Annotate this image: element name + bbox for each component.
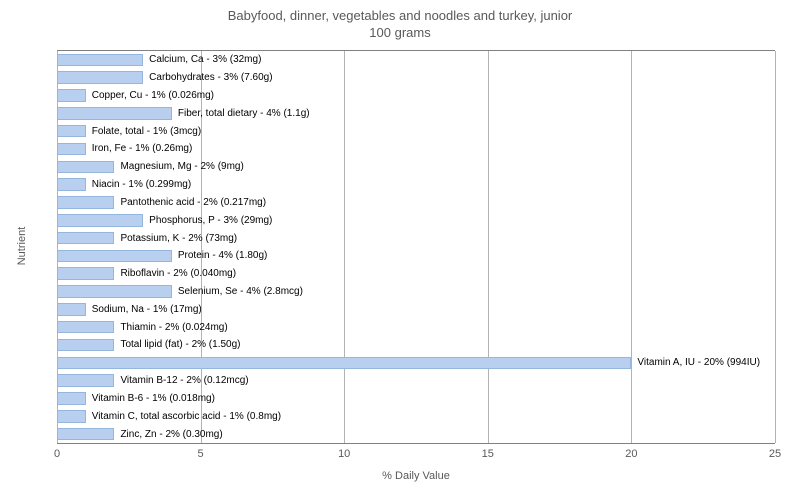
chart-title-line1: Babyfood, dinner, vegetables and noodles… (0, 8, 800, 25)
bar (57, 339, 114, 351)
bar (57, 178, 86, 190)
bar-label: Protein - 4% (1.80g) (178, 250, 268, 262)
bar-row: Vitamin A, IU - 20% (994IU) (57, 357, 775, 369)
x-tick-label: 20 (625, 448, 637, 460)
bar-row: Iron, Fe - 1% (0.26mg) (57, 143, 775, 155)
bar-row: Carbohydrates - 3% (7.60g) (57, 71, 775, 83)
bar-row: Thiamin - 2% (0.024mg) (57, 321, 775, 333)
bar-label: Vitamin C, total ascorbic acid - 1% (0.8… (92, 410, 281, 422)
bar-label: Copper, Cu - 1% (0.026mg) (92, 89, 214, 101)
x-tick-label: 5 (198, 448, 204, 460)
bar (57, 71, 143, 83)
bar (57, 250, 172, 262)
bar (57, 107, 172, 119)
bar-row: Sodium, Na - 1% (17mg) (57, 303, 775, 315)
bar-label: Riboflavin - 2% (0.040mg) (120, 267, 236, 279)
bar-label: Thiamin - 2% (0.024mg) (120, 321, 227, 333)
chart-title-line2: 100 grams (0, 25, 800, 42)
bar (57, 285, 172, 297)
bar-label: Carbohydrates - 3% (7.60g) (149, 71, 272, 83)
bar (57, 143, 86, 155)
bar (57, 214, 143, 226)
bar-label: Vitamin B-12 - 2% (0.12mcg) (120, 374, 248, 386)
bar-row: Potassium, K - 2% (73mg) (57, 232, 775, 244)
x-tick-label: 15 (482, 448, 494, 460)
bar-label: Selenium, Se - 4% (2.8mcg) (178, 285, 303, 297)
bar-label: Zinc, Zn - 2% (0.30mg) (120, 428, 222, 440)
bar (57, 267, 114, 279)
bar-row: Selenium, Se - 4% (2.8mcg) (57, 285, 775, 297)
x-axis-label: % Daily Value (382, 470, 450, 482)
bar-label: Vitamin B-6 - 1% (0.018mg) (92, 392, 215, 404)
bar-row: Phosphorus, P - 3% (29mg) (57, 214, 775, 226)
bar-row: Fiber, total dietary - 4% (1.1g) (57, 107, 775, 119)
bar (57, 392, 86, 404)
bar-row: Vitamin C, total ascorbic acid - 1% (0.8… (57, 410, 775, 422)
bar-label: Vitamin A, IU - 20% (994IU) (637, 357, 760, 369)
y-axis-label: Nutrient (16, 227, 28, 266)
chart-title: Babyfood, dinner, vegetables and noodles… (0, 0, 800, 42)
bar-row: Vitamin B-12 - 2% (0.12mcg) (57, 374, 775, 386)
bar-label: Calcium, Ca - 3% (32mg) (149, 54, 261, 66)
bar-row: Vitamin B-6 - 1% (0.018mg) (57, 392, 775, 404)
bar (57, 54, 143, 66)
bar-label: Sodium, Na - 1% (17mg) (92, 303, 202, 315)
gridline (775, 51, 776, 443)
bar (57, 410, 86, 422)
bar-row: Riboflavin - 2% (0.040mg) (57, 267, 775, 279)
bar (57, 125, 86, 137)
bar-label: Magnesium, Mg - 2% (9mg) (120, 161, 243, 173)
bar-label: Total lipid (fat) - 2% (1.50g) (120, 339, 240, 351)
bar-row: Calcium, Ca - 3% (32mg) (57, 54, 775, 66)
bar-row: Total lipid (fat) - 2% (1.50g) (57, 339, 775, 351)
bar-label: Folate, total - 1% (3mcg) (92, 125, 201, 137)
bar (57, 89, 86, 101)
bar-row: Copper, Cu - 1% (0.026mg) (57, 89, 775, 101)
bar (57, 357, 631, 369)
bar (57, 232, 114, 244)
bar-label: Iron, Fe - 1% (0.26mg) (92, 143, 193, 155)
bar-row: Pantothenic acid - 2% (0.217mg) (57, 196, 775, 208)
bar-label: Potassium, K - 2% (73mg) (120, 232, 237, 244)
bar (57, 374, 114, 386)
bar-row: Folate, total - 1% (3mcg) (57, 125, 775, 137)
bar-row: Protein - 4% (1.80g) (57, 250, 775, 262)
bar-row: Magnesium, Mg - 2% (9mg) (57, 161, 775, 173)
bar-row: Zinc, Zn - 2% (0.30mg) (57, 428, 775, 440)
bar (57, 321, 114, 333)
bar (57, 161, 114, 173)
x-tick-label: 25 (769, 448, 781, 460)
bar (57, 196, 114, 208)
bar-row: Niacin - 1% (0.299mg) (57, 178, 775, 190)
bar (57, 303, 86, 315)
bar (57, 428, 114, 440)
bar-label: Niacin - 1% (0.299mg) (92, 178, 191, 190)
x-tick-label: 0 (54, 448, 60, 460)
bar-label: Phosphorus, P - 3% (29mg) (149, 214, 272, 226)
plot-area: Calcium, Ca - 3% (32mg) Carbohydrates - 3… (57, 50, 775, 444)
x-tick-label: 10 (338, 448, 350, 460)
bar-label: Fiber, total dietary - 4% (1.1g) (178, 107, 310, 119)
nutrition-chart: Babyfood, dinner, vegetables and noodles… (0, 0, 800, 500)
bar-label: Pantothenic acid - 2% (0.217mg) (120, 196, 266, 208)
